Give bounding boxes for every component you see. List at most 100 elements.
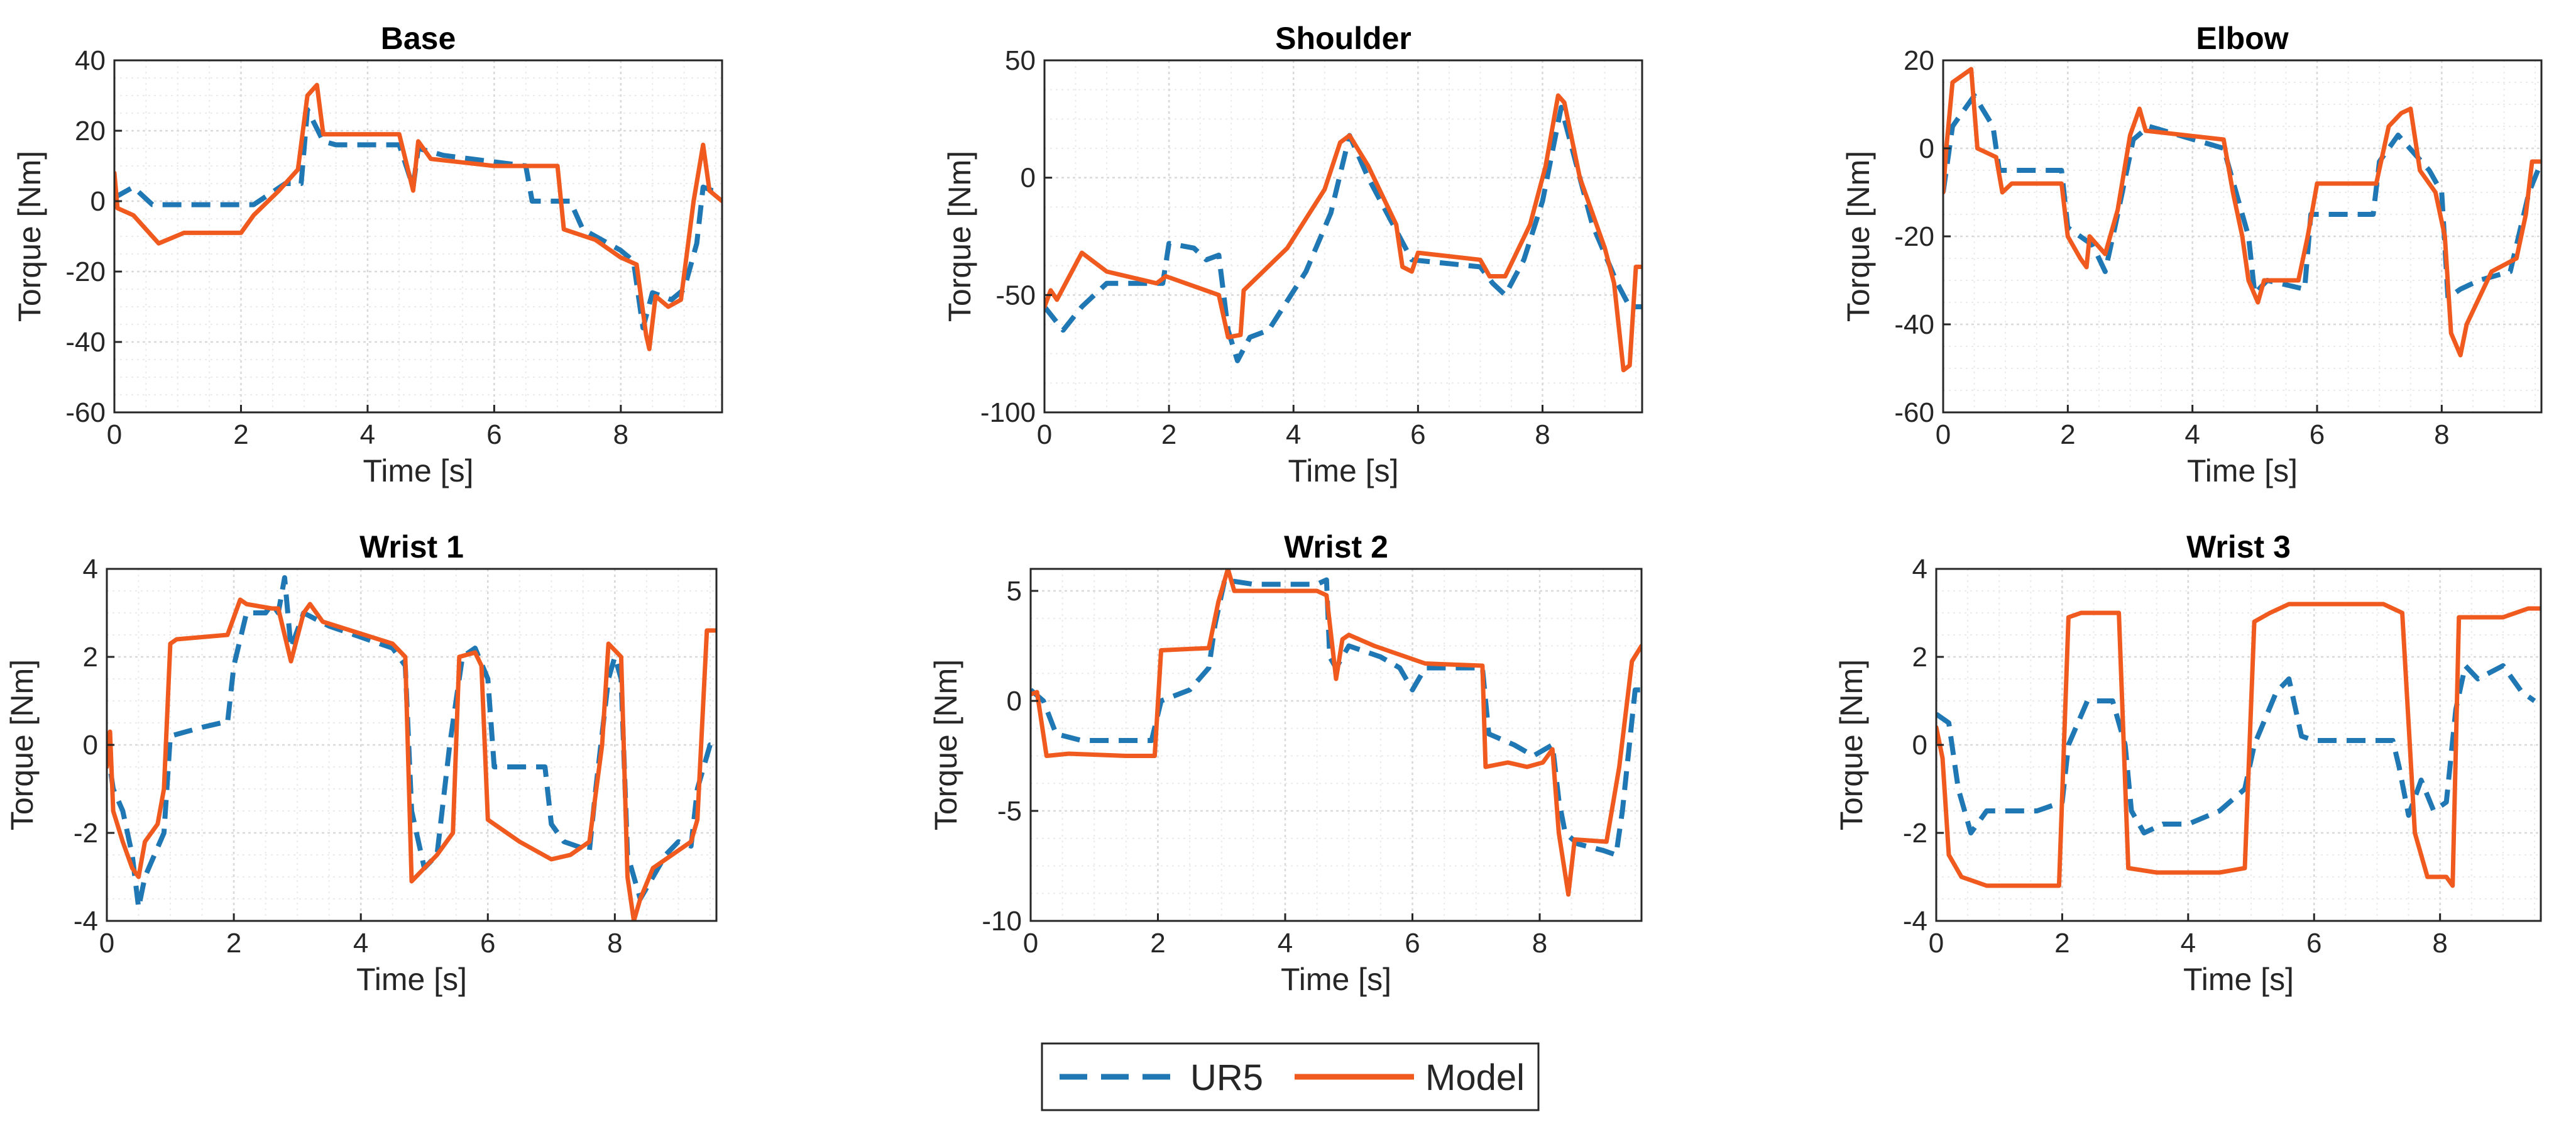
y-tick-label: -100 [980,397,1036,428]
y-tick-label: 0 [1021,163,1036,194]
y-tick-label: 2 [1912,642,1927,673]
x-tick-label: 4 [1278,928,1293,959]
x-tick-label: 0 [1936,419,1951,450]
x-tick-label: 2 [2060,419,2075,450]
y-tick-label: 0 [83,730,98,761]
x-tick-label: 0 [1929,928,1944,959]
axes-box [1029,568,1643,922]
x-tick-label: 0 [1037,419,1052,450]
y-tick-label: 0 [1007,686,1022,717]
subplot-wrist-3: 0 2 4 6 8 -4 -2 0 2 4 Wrist 3 Time [s] Torque [Nm] [1834,529,2542,997]
y-tick-label: -20 [65,256,106,287]
axes-box [113,59,723,414]
y-tick-label: 20 [1904,45,1934,76]
x-tick-label: 6 [1410,419,1425,450]
subplot-title: Wrist 2 [1284,529,1388,564]
x-tick-label: 2 [2054,928,2069,959]
x-tick-label: 8 [2434,419,2449,450]
x-tick-label: 8 [613,419,628,450]
subplot-title: Wrist 1 [359,529,464,564]
y-axis-label: Torque [Nm] [4,659,40,830]
x-tick-label: 0 [107,419,122,450]
y-axis-label: Torque [Nm] [942,151,977,322]
series-model-line [107,597,716,921]
legend-ur5-label: UR5 [1190,1057,1263,1098]
x-axis-label: Time [s] [363,453,474,488]
x-tick-label: 6 [2306,928,2321,959]
subplot-elbow: 0 2 4 6 8 -60 -40 -20 0 20 Elbow Time [s] Torque [Nm… [1841,21,2543,488]
x-tick-label: 8 [1532,928,1547,959]
x-tick-label: 6 [486,419,501,450]
subplot-title: Shoulder [1275,21,1411,56]
x-tick-label: 2 [1150,928,1165,959]
y-tick-label: -2 [74,818,98,849]
subplot-base: 0 2 4 6 8 -60 -40 -20 0 20 40 Base Time [s] Torque [N… [12,21,723,488]
x-tick-label: 8 [2432,928,2447,959]
y-tick-label: 0 [1912,730,1927,761]
x-tick-label: 4 [360,419,375,450]
x-tick-label: 6 [480,928,495,959]
series-model-line [1936,602,2541,888]
y-tick-label: -40 [65,327,106,358]
y-tick-label: -20 [1894,221,1934,252]
series-ur5-line [1031,577,1642,857]
y-tick-label: 20 [75,116,106,146]
series-group [1943,67,2541,358]
x-tick-label: 2 [1161,419,1176,450]
subplot-shoulder: 0 2 4 6 8 -100 -50 0 50 Shoulder Time [s] Torque [N… [942,21,1643,488]
y-tick-label: -10 [982,906,1022,937]
subplot-wrist-2: 0 2 4 6 8 -10 -5 0 5 Wrist 2 Time [s] Torque [Nm] [928,529,1643,997]
subplot-wrist-1: 0 2 4 6 8 -4 -2 0 2 4 Wrist 1 Time [s] Torque [Nm] [4,529,718,997]
x-tick-label: 4 [1286,419,1301,450]
x-tick-label: 4 [353,928,368,959]
subplot-title: Wrist 3 [2186,529,2291,564]
y-tick-label: 50 [1005,45,1036,76]
y-tick-label: 4 [83,554,98,585]
series-ur5-line [114,107,722,331]
axes-box [1043,59,1643,414]
series-group [1031,569,1642,897]
series-group [1936,602,2541,888]
series-model-line [114,82,722,351]
legend: UR5 Model [1041,1042,1540,1111]
x-tick-label: 0 [1023,928,1038,959]
legend-model-label: Model [1425,1057,1525,1098]
y-tick-label: -4 [1903,906,1927,937]
y-tick-label: -50 [995,280,1036,311]
x-tick-label: 8 [1535,419,1550,450]
y-tick-label: 0 [1919,133,1934,164]
x-axis-label: Time [s] [2183,962,2294,997]
y-axis-label: Torque [Nm] [928,659,963,830]
y-tick-label: 4 [1912,554,1927,585]
x-tick-label: 2 [226,928,241,959]
x-axis-label: Time [s] [1288,453,1399,488]
x-tick-label: 8 [607,928,622,959]
y-tick-label: -2 [1903,818,1927,849]
series-group [114,82,722,351]
y-tick-label: 0 [90,186,106,217]
x-tick-label: 0 [99,928,114,959]
y-axis-label: Torque [Nm] [1841,151,1876,322]
x-tick-label: 4 [2184,419,2200,450]
y-tick-label: 5 [1007,576,1022,607]
x-axis-label: Time [s] [356,962,467,997]
series-model-line [1031,569,1642,897]
y-tick-label: 40 [75,45,106,76]
series-model-line [1044,93,1642,373]
x-tick-label: 4 [2181,928,2196,959]
y-tick-label: -5 [997,796,1022,827]
y-tick-label: -40 [1894,309,1934,340]
y-tick-label: -60 [1894,397,1934,428]
series-group [1044,93,1642,373]
x-axis-label: Time [s] [1281,962,1391,997]
x-tick-label: 6 [2310,419,2325,450]
series-group [107,575,716,921]
x-tick-label: 2 [233,419,248,450]
series-model-line [1943,67,2541,358]
series-ur5-line [1943,93,2541,300]
y-tick-label: 2 [83,642,98,673]
subplot-title: Base [381,21,456,56]
x-tick-label: 6 [1405,928,1420,959]
y-tick-label: -60 [65,397,106,428]
